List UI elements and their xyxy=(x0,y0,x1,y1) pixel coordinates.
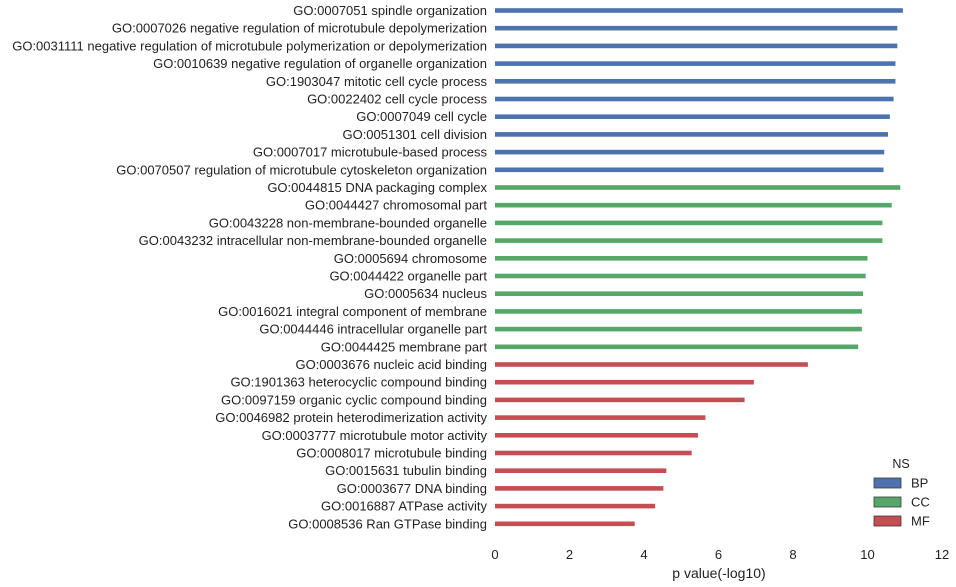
category-label: GO:0051301 cell division xyxy=(342,127,487,142)
legend: NS BP CC MF xyxy=(873,457,930,529)
bar-bp xyxy=(495,43,898,49)
x-tick-label: 6 xyxy=(715,547,722,562)
bar-mf xyxy=(495,433,699,438)
category-label: GO:0005694 chromosome xyxy=(334,251,487,266)
bar-bp xyxy=(495,114,890,119)
category-label: GO:0043232 intracellular non-membrane-bo… xyxy=(139,233,487,248)
category-label: GO:0022402 cell cycle process xyxy=(307,92,487,107)
category-label: GO:1903047 mitotic cell cycle process xyxy=(266,74,488,89)
category-label: GO:0043228 non-membrane-bounded organell… xyxy=(209,215,487,230)
bar-cc xyxy=(495,273,866,279)
category-label: GO:0005634 nucleus xyxy=(364,286,487,301)
bar-cc xyxy=(495,326,862,332)
category-label: GO:0070507 regulation of microtubule cyt… xyxy=(116,162,487,177)
legend-label-cc: CC xyxy=(911,495,930,510)
category-label: GO:0044815 DNA packaging complex xyxy=(267,180,487,195)
legend-label-bp: BP xyxy=(911,476,928,491)
category-label: GO:0007051 spindle organization xyxy=(293,3,487,18)
category-label: GO:0046982 protein heterodimerization ac… xyxy=(215,410,487,425)
category-label: GO:0007017 microtubule-based process xyxy=(253,145,488,160)
category-label: GO:1901363 heterocyclic compound binding xyxy=(230,375,487,390)
x-tick-label: 2 xyxy=(566,547,573,562)
bar-mf xyxy=(495,415,706,420)
category-label: GO:0007026 negative regulation of microt… xyxy=(112,21,487,36)
category-label: GO:0003676 nucleic acid binding xyxy=(295,357,487,372)
category-label: GO:0044425 membrane part xyxy=(321,339,488,354)
x-tick-label: 10 xyxy=(860,547,874,562)
legend-swatch-mf xyxy=(873,515,902,527)
bar-bp xyxy=(495,61,896,66)
bar-mf xyxy=(495,397,745,403)
bar-bp xyxy=(495,96,894,102)
bar-cc xyxy=(495,256,868,261)
bar-cc xyxy=(495,309,862,314)
x-tick-label: 4 xyxy=(640,547,647,562)
legend-swatch-bp xyxy=(873,477,902,489)
bar-mf xyxy=(495,362,808,367)
legend-swatch-cc xyxy=(873,496,902,508)
bar-mf xyxy=(495,521,635,527)
category-label: GO:0016887 ATPase activity xyxy=(321,499,487,514)
category-label: GO:0008017 microtubule binding xyxy=(296,446,487,461)
x-tick-label: 12 xyxy=(935,547,949,562)
category-labels: GO:0007051 spindle organization GO:000702… xyxy=(12,3,487,531)
bar-cc xyxy=(495,185,901,190)
bar-bp xyxy=(495,79,896,84)
category-label: GO:0044446 intracellular organelle part xyxy=(259,322,487,337)
bar-bp xyxy=(495,149,885,155)
category-label: GO:0007049 cell cycle xyxy=(356,109,487,124)
bar-mf xyxy=(495,468,667,473)
category-label: GO:0003777 microtubule motor activity xyxy=(262,428,488,443)
bar-bp xyxy=(495,167,884,173)
x-axis-label: p value(-log10) xyxy=(672,565,765,581)
bar-cc xyxy=(495,220,883,226)
bar-cc xyxy=(495,291,864,296)
x-tick-label: 8 xyxy=(789,547,796,562)
category-label: GO:0015631 tubulin binding xyxy=(325,463,487,478)
category-label: GO:0044422 organelle part xyxy=(329,269,487,284)
bars-layer xyxy=(495,8,903,527)
bar-bp xyxy=(495,132,888,137)
category-label: GO:0044427 chromosomal part xyxy=(305,198,487,213)
bar-mf xyxy=(495,486,664,491)
bar-mf xyxy=(495,379,754,385)
x-axis: 0 2 4 6 8 10 12 xyxy=(491,547,949,562)
bar-cc xyxy=(495,202,892,208)
bar-bp xyxy=(495,25,898,31)
category-label: GO:0097159 organic cyclic compound bindi… xyxy=(221,392,487,407)
bar-mf xyxy=(495,450,692,456)
category-label: GO:0003677 DNA binding xyxy=(337,481,487,496)
legend-title: NS xyxy=(892,457,909,471)
legend-label-mf: MF xyxy=(911,514,930,529)
legend-entries: BP CC MF xyxy=(873,476,930,529)
category-label: GO:0016021 integral component of membran… xyxy=(218,304,487,319)
bar-bp xyxy=(495,8,903,13)
category-label: GO:0010639 negative regulation of organe… xyxy=(153,56,487,71)
bar-cc xyxy=(495,344,859,350)
category-label: GO:0031111 negative regulation of microt… xyxy=(12,38,487,53)
bar-cc xyxy=(495,238,883,243)
category-label: GO:0008536 Ran GTPase binding xyxy=(288,516,487,531)
x-tick-label: 0 xyxy=(491,547,498,562)
bar-mf xyxy=(495,503,656,509)
